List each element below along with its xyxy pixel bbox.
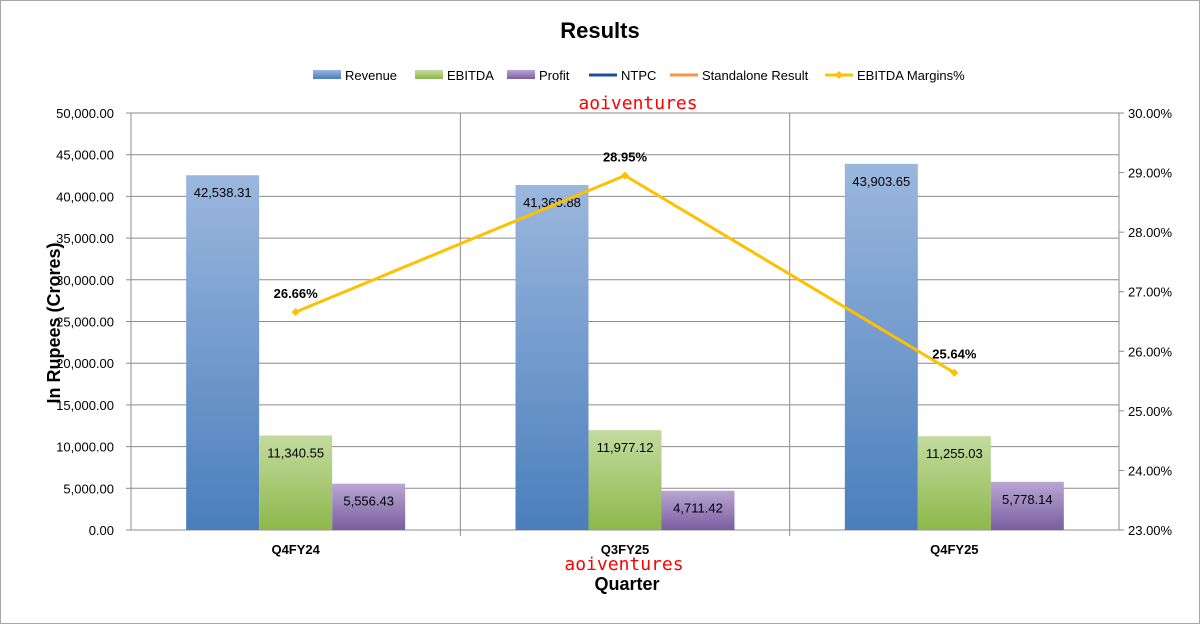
bar-revenue — [186, 175, 260, 530]
legend-swatch — [313, 70, 341, 79]
y-tick-label: 5,000.00 — [63, 481, 114, 496]
bars: 42,538.3111,340.555,556.4341,368.8811,97… — [186, 163, 1064, 531]
watermark-top: aoiventures — [578, 93, 697, 114]
chart-title: Results — [560, 18, 639, 43]
y-tick-label: 30,000.00 — [56, 273, 114, 288]
data-label-profit: 4,711.42 — [673, 501, 723, 516]
legend-label: Revenue — [345, 68, 397, 83]
bar-ebitda — [588, 430, 662, 530]
legend-item-profit: Profit — [507, 68, 570, 83]
legend-label: EBITDA Margins% — [857, 68, 965, 83]
data-label-revenue: 43,903.65 — [852, 174, 910, 189]
line-marker — [291, 307, 300, 316]
y-tick-label: 15,000.00 — [56, 398, 114, 413]
bar-profit — [661, 490, 735, 530]
axis-ticks: 0.00 5,000.00 10,000.00 15,000.00 20,000.00 2… — [56, 106, 1172, 557]
data-label-ebitda-margin: 26.66% — [274, 286, 319, 301]
bar-revenue — [515, 184, 589, 531]
data-label-ebitda-margin: 28.95% — [603, 150, 648, 165]
legend-item-standalone-result: Standalone Result — [670, 68, 809, 83]
data-label-ebitda: 11,977.12 — [597, 440, 654, 455]
bar-ebitda — [917, 436, 991, 530]
data-label-ebitda: 11,340.55 — [267, 445, 324, 460]
data-label-ebitda-margin: 25.64% — [932, 347, 977, 362]
y-tick-label: 10,000.00 — [56, 440, 114, 455]
y2-tick-label: 23.00% — [1128, 523, 1173, 538]
x-tick-label: Q3FY25 — [601, 542, 649, 557]
y-tick-label: 25,000.00 — [56, 315, 114, 330]
margin-line: 26.66% 28.95% 25.64% — [274, 150, 977, 377]
y2-tick-label: 30.00% — [1128, 106, 1173, 121]
bar-revenue — [844, 163, 918, 530]
data-label-profit: 5,556.43 — [343, 494, 394, 509]
legend-item-ebitda-margins: EBITDA Margins% — [825, 68, 965, 83]
bar-profit — [332, 483, 406, 530]
y2-tick-label: 24.00% — [1128, 463, 1173, 478]
legend-label: NTPC — [621, 68, 656, 83]
legend-item-ntpc: NTPC — [589, 68, 656, 83]
y-tick-label: 50,000.00 — [56, 106, 114, 121]
x-axis-title: Quarter — [594, 574, 659, 594]
y-tick-label: 20,000.00 — [56, 356, 114, 371]
data-label-ebitda: 11,255.03 — [926, 446, 983, 461]
legend-label: EBITDA — [447, 68, 494, 83]
y-axis-title: In Rupees (Crores) — [44, 242, 64, 403]
legend-swatch — [415, 70, 443, 79]
y-tick-label: 0.00 — [89, 523, 114, 538]
legend-item-ebitda: EBITDA — [415, 68, 494, 83]
y-tick-label: 40,000.00 — [56, 189, 114, 204]
x-tick-label: Q4FY25 — [930, 542, 978, 557]
x-tick-label: Q4FY24 — [271, 542, 320, 557]
y2-tick-label: 25.00% — [1128, 404, 1173, 419]
y-tick-label: 35,000.00 — [56, 231, 114, 246]
watermark-bottom: aoiventures — [564, 554, 683, 575]
bar-ebitda — [259, 435, 333, 530]
line-marker — [621, 171, 629, 180]
bar-profit — [990, 481, 1064, 530]
legend-item-revenue: Revenue — [313, 68, 397, 83]
legend-label: Profit — [539, 68, 570, 83]
legend-swatch — [507, 70, 535, 79]
y2-tick-label: 26.00% — [1128, 344, 1173, 359]
y2-tick-label: 27.00% — [1128, 285, 1173, 300]
data-label-profit: 5,778.14 — [1002, 492, 1053, 507]
y2-tick-label: 28.00% — [1128, 225, 1173, 240]
y2-tick-label: 29.00% — [1128, 166, 1173, 181]
line-marker — [950, 368, 959, 377]
data-label-revenue: 42,538.31 — [194, 185, 252, 200]
legend-marker — [835, 71, 843, 79]
legend: Revenue EBITDA Profit NTPC Standalone Result… — [313, 68, 965, 83]
y-tick-label: 45,000.00 — [56, 148, 114, 163]
legend-label: Standalone Result — [702, 68, 809, 83]
